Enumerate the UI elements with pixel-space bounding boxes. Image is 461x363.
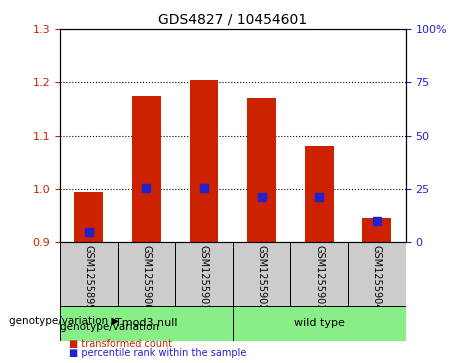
Text: GSM1255899: GSM1255899 [84, 245, 94, 311]
FancyBboxPatch shape [233, 242, 290, 306]
FancyBboxPatch shape [175, 242, 233, 306]
FancyBboxPatch shape [118, 242, 175, 306]
Bar [189, 79, 219, 242]
FancyBboxPatch shape [290, 242, 348, 306]
Text: GSM1255902: GSM1255902 [257, 245, 266, 311]
Text: GSM1255903: GSM1255903 [314, 245, 324, 311]
Text: GSM1255900: GSM1255900 [142, 245, 151, 311]
Bar [132, 95, 161, 242]
Title: GDS4827 / 10454601: GDS4827 / 10454601 [158, 12, 307, 26]
Bar [74, 192, 103, 242]
FancyBboxPatch shape [348, 242, 406, 306]
Text: ■ percentile rank within the sample: ■ percentile rank within the sample [69, 348, 247, 359]
Text: ■ transformed count: ■ transformed count [69, 339, 172, 349]
Text: genotype/variation: genotype/variation [60, 322, 162, 332]
Bar [305, 146, 334, 242]
FancyBboxPatch shape [60, 242, 118, 306]
Text: genotype/variation ▶: genotype/variation ▶ [9, 316, 119, 326]
Text: GSM1255901: GSM1255901 [199, 245, 209, 311]
Text: GSM1255904: GSM1255904 [372, 245, 382, 311]
Bar [247, 98, 276, 242]
Bar [362, 218, 391, 242]
